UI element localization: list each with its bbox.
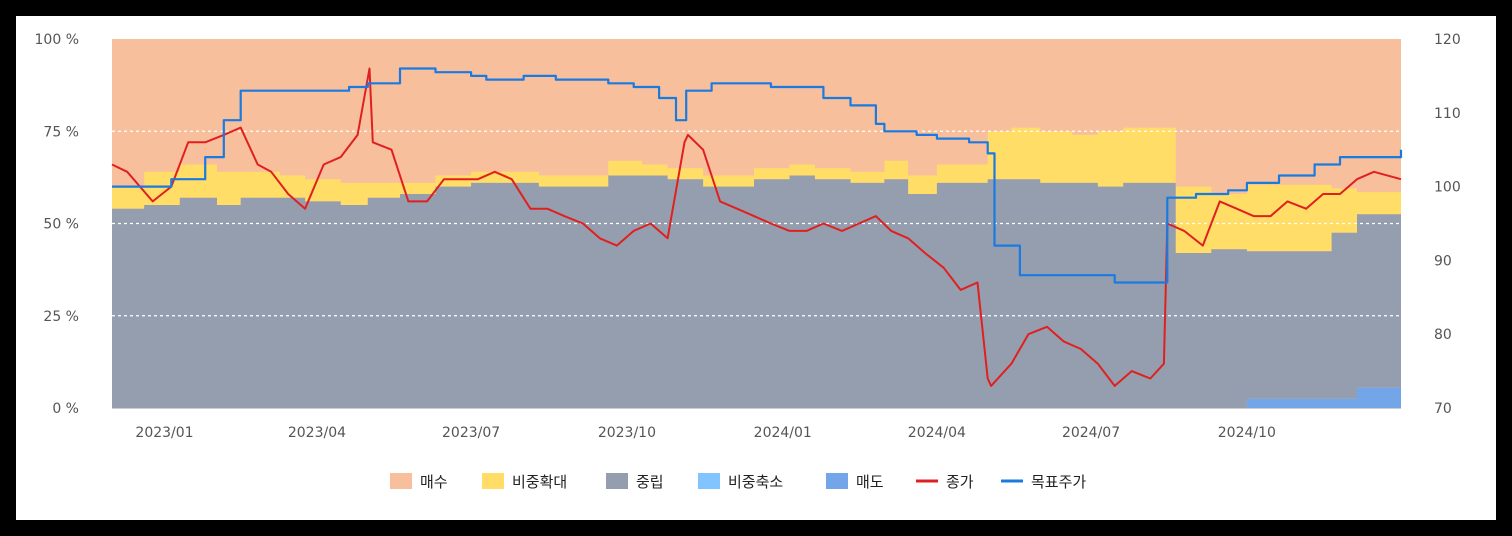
left-tick-label: 50 % — [43, 217, 79, 233]
right-axis-price: 70 80 90 100 110 120 — [1434, 32, 1461, 417]
left-tick-label: 25 % — [43, 309, 79, 325]
legend-swatch-buy — [390, 473, 412, 489]
x-tick-label: 2023/07 — [442, 425, 500, 441]
legend-item-close: 종가 — [916, 473, 974, 491]
legend-item-target: 목표주가 — [1001, 473, 1086, 491]
legend-label-underweight: 비중축소 — [728, 473, 783, 491]
gridlines — [112, 130, 1401, 409]
left-tick-label: 0 % — [52, 401, 79, 417]
area-overweight — [112, 127, 1401, 253]
x-axis-dates: 2023/01 2023/04 2023/07 2023/10 2024/01 2024/… — [135, 425, 1276, 441]
x-tick-label: 2023/10 — [598, 425, 656, 441]
target-price-line — [112, 67, 1403, 284]
x-tick-label: 2023/04 — [288, 425, 346, 441]
right-tick-label: 90 — [1434, 253, 1452, 269]
legend-label-overweight: 비중확대 — [512, 473, 567, 491]
x-tick-label: 2024/07 — [1062, 425, 1120, 441]
right-tick-label: 110 — [1434, 106, 1461, 122]
x-tick-label: 2023/01 — [135, 425, 193, 441]
left-tick-label: 75 % — [43, 124, 79, 140]
chart-legend: 매수 비중확대 중립 비중축소 매도 종가 목표주가 — [390, 473, 1086, 491]
rating-target-price-chart: 0 % 25 % 50 % 75 % 100 % 70 80 90 100 110 120 202… — [35, 32, 1461, 491]
legend-swatch-neutral — [606, 473, 628, 489]
legend-item-underweight: 비중축소 — [698, 473, 783, 491]
legend-label-target: 목표주가 — [1031, 473, 1086, 491]
legend-swatch-underweight — [698, 473, 720, 489]
legend-label-buy: 매수 — [420, 473, 448, 491]
x-tick-label: 2024/04 — [908, 425, 966, 441]
legend-item-overweight: 비중확대 — [482, 473, 567, 491]
legend-label-sell: 매도 — [856, 473, 884, 491]
right-tick-label: 100 — [1434, 180, 1461, 196]
legend-item-buy: 매수 — [390, 473, 448, 491]
right-tick-label: 70 — [1434, 401, 1452, 417]
right-tick-label: 80 — [1434, 327, 1452, 343]
legend-swatch-overweight — [482, 473, 504, 489]
x-tick-label: 2024/10 — [1218, 425, 1276, 441]
chart-frame: 0 % 25 % 50 % 75 % 100 % 70 80 90 100 110 120 202… — [16, 16, 1496, 520]
left-axis-percent: 0 % 25 % 50 % 75 % 100 % — [35, 32, 79, 417]
area-neutral — [112, 175, 1401, 408]
legend-label-close: 종가 — [946, 473, 974, 491]
legend-label-neutral: 중립 — [636, 473, 664, 491]
price-lines — [111, 67, 1403, 387]
legend-item-neutral: 중립 — [606, 473, 664, 491]
left-tick-label: 100 % — [35, 32, 79, 48]
legend-item-sell: 매도 — [826, 473, 884, 491]
right-tick-label: 120 — [1434, 32, 1461, 48]
legend-swatch-sell — [826, 473, 848, 489]
x-tick-label: 2024/01 — [754, 425, 812, 441]
area-sell — [112, 387, 1401, 408]
